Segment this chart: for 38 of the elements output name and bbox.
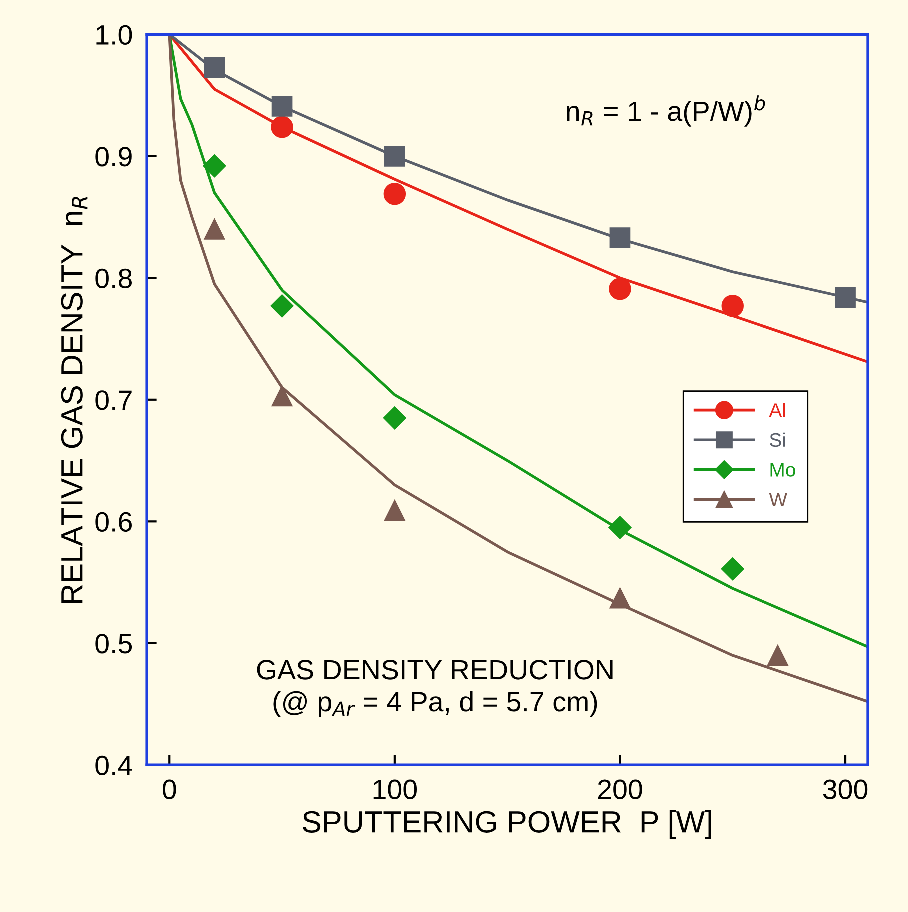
point [610,228,631,248]
point [384,183,406,206]
y-tick-label: 0.7 [96,390,132,410]
x-tick-label: 100 [374,780,418,800]
annotation: n$_{R}$ = 1 - a(P/W)$^{b}$ [567,96,766,127]
point [721,558,744,581]
y-tick-label: 0.4 [96,756,132,776]
x-tick-label: 300 [823,780,868,800]
point [384,500,406,522]
point [768,645,788,666]
y-axis-title: RELATIVE GAS DENSITY n$_{R}$ [61,197,88,604]
point [835,287,856,308]
x-tick-label: 0 [162,780,176,800]
point [270,294,294,318]
annotation: GAS DENSITY REDUCTION (@ p$_{Ar}$ = 4 Pa, d = 5.7 cm) [257,660,613,718]
legend-label: Al [769,403,786,418]
point [203,154,226,178]
y-tick-label: 1.0 [96,25,132,45]
y-tick-label: 0.5 [96,634,132,654]
point [271,116,294,138]
y-tick-label: 0.9 [96,147,132,167]
point [609,278,632,300]
y-tick-label: 0.6 [96,512,132,532]
point [610,588,631,609]
point [384,146,406,167]
x-tick-label: 200 [598,780,642,800]
legend-label: Si [770,432,786,448]
point [204,219,226,240]
y-tick-label: 0.8 [96,268,132,288]
legend-label: Mo [770,463,796,477]
x-axis-title: SPUTTERING POWER P [W] [302,810,712,839]
point [722,295,744,318]
point [272,96,293,117]
legend-label: W [769,493,788,507]
point [204,57,226,78]
point [272,386,293,407]
point [383,406,406,430]
point [608,516,632,540]
